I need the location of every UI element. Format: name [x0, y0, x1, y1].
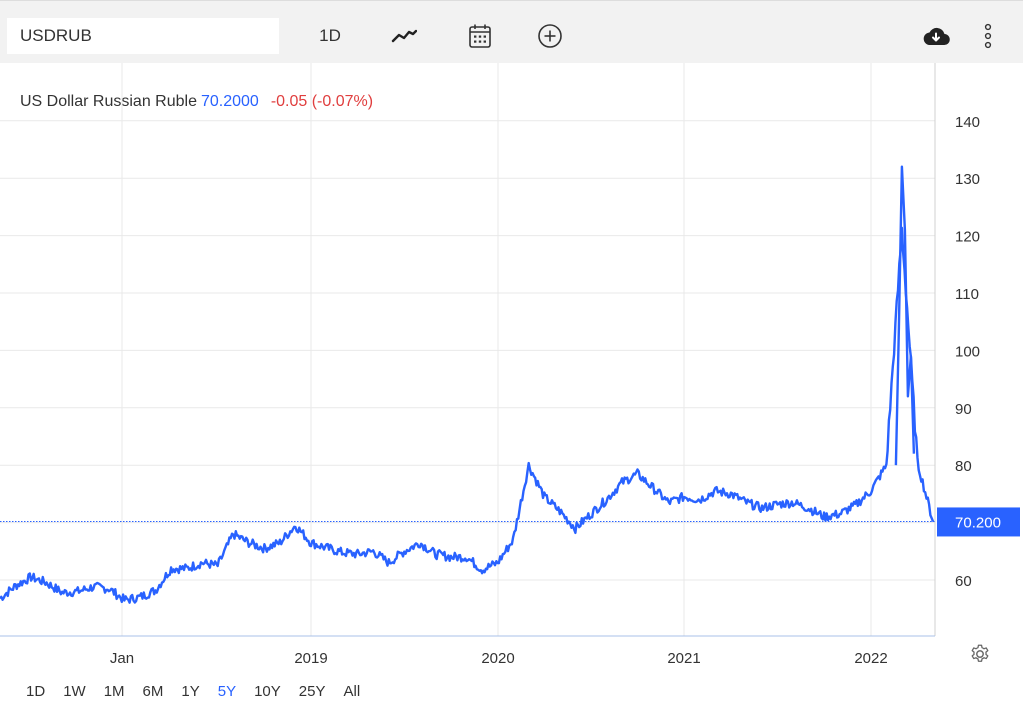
toolbar: 1D: [0, 0, 1023, 63]
last-value-badge: [937, 507, 1020, 537]
calendar-icon[interactable]: [464, 20, 496, 52]
range-button-all[interactable]: All: [343, 683, 361, 700]
line-chart-icon[interactable]: [388, 20, 420, 52]
chart-axes: [0, 63, 936, 637]
last-value-label: 70.200: [955, 514, 1001, 531]
chart-series: [0, 165, 935, 604]
x-tick-label: Jan: [110, 650, 134, 667]
instrument-price: 70.2000: [200, 93, 259, 110]
x-tick-label: 2021: [667, 650, 700, 667]
chart-labels: 60 80 90 100 110 120 130 140 Jan 2019 2020 2021 2022…: [110, 114, 1020, 667]
instrument-name: US Dollar Russian Ruble: [20, 93, 197, 110]
y-tick-label: 60: [955, 573, 972, 590]
symbol-input[interactable]: [7, 18, 279, 54]
price-line: [0, 226, 935, 604]
cloud-download-icon[interactable]: [920, 20, 952, 52]
y-tick-label: 120: [955, 229, 980, 246]
instrument-change: -0.05 (-0.07%): [270, 93, 374, 110]
range-button-1w[interactable]: 1W: [63, 683, 86, 700]
range-button-1y[interactable]: 1Y: [181, 683, 200, 700]
y-tick-label: 140: [955, 114, 980, 131]
more-vertical-icon[interactable]: [978, 20, 998, 52]
price-chart[interactable]: 60 80 90 100 110 120 130 140 Jan 2019 2020 2021 2022…: [0, 63, 1023, 678]
gear-icon[interactable]: [969, 643, 991, 665]
range-button-25y[interactable]: 25Y: [298, 683, 326, 700]
y-tick-label: 110: [955, 286, 979, 303]
y-tick-label: 100: [955, 343, 980, 360]
range-button-1d[interactable]: 1D: [26, 683, 46, 700]
range-button-6m[interactable]: 6M: [142, 683, 164, 700]
y-tick-label: 90: [955, 401, 972, 418]
add-circle-icon[interactable]: [534, 20, 566, 52]
range-button-1m[interactable]: 1M: [103, 683, 125, 700]
x-tick-label: 2022: [854, 650, 887, 667]
chart-grid: [0, 63, 935, 636]
y-tick-label: 80: [955, 458, 972, 475]
time-range-selector: 1D 1W 1M 6M 1Y 5Y 10Y 25Y All: [26, 683, 378, 701]
range-button-5y[interactable]: 5Y: [217, 683, 237, 700]
x-tick-label: 2019: [294, 650, 327, 667]
price-spike: [894, 165, 916, 466]
range-button-10y[interactable]: 10Y: [254, 683, 281, 700]
x-tick-label: 2020: [481, 650, 514, 667]
y-tick-label: 130: [955, 171, 980, 188]
interval-button[interactable]: 1D: [319, 26, 341, 45]
instrument-header: US Dollar Russian Ruble 70.2000 -0.05 (-0.…: [20, 93, 373, 111]
